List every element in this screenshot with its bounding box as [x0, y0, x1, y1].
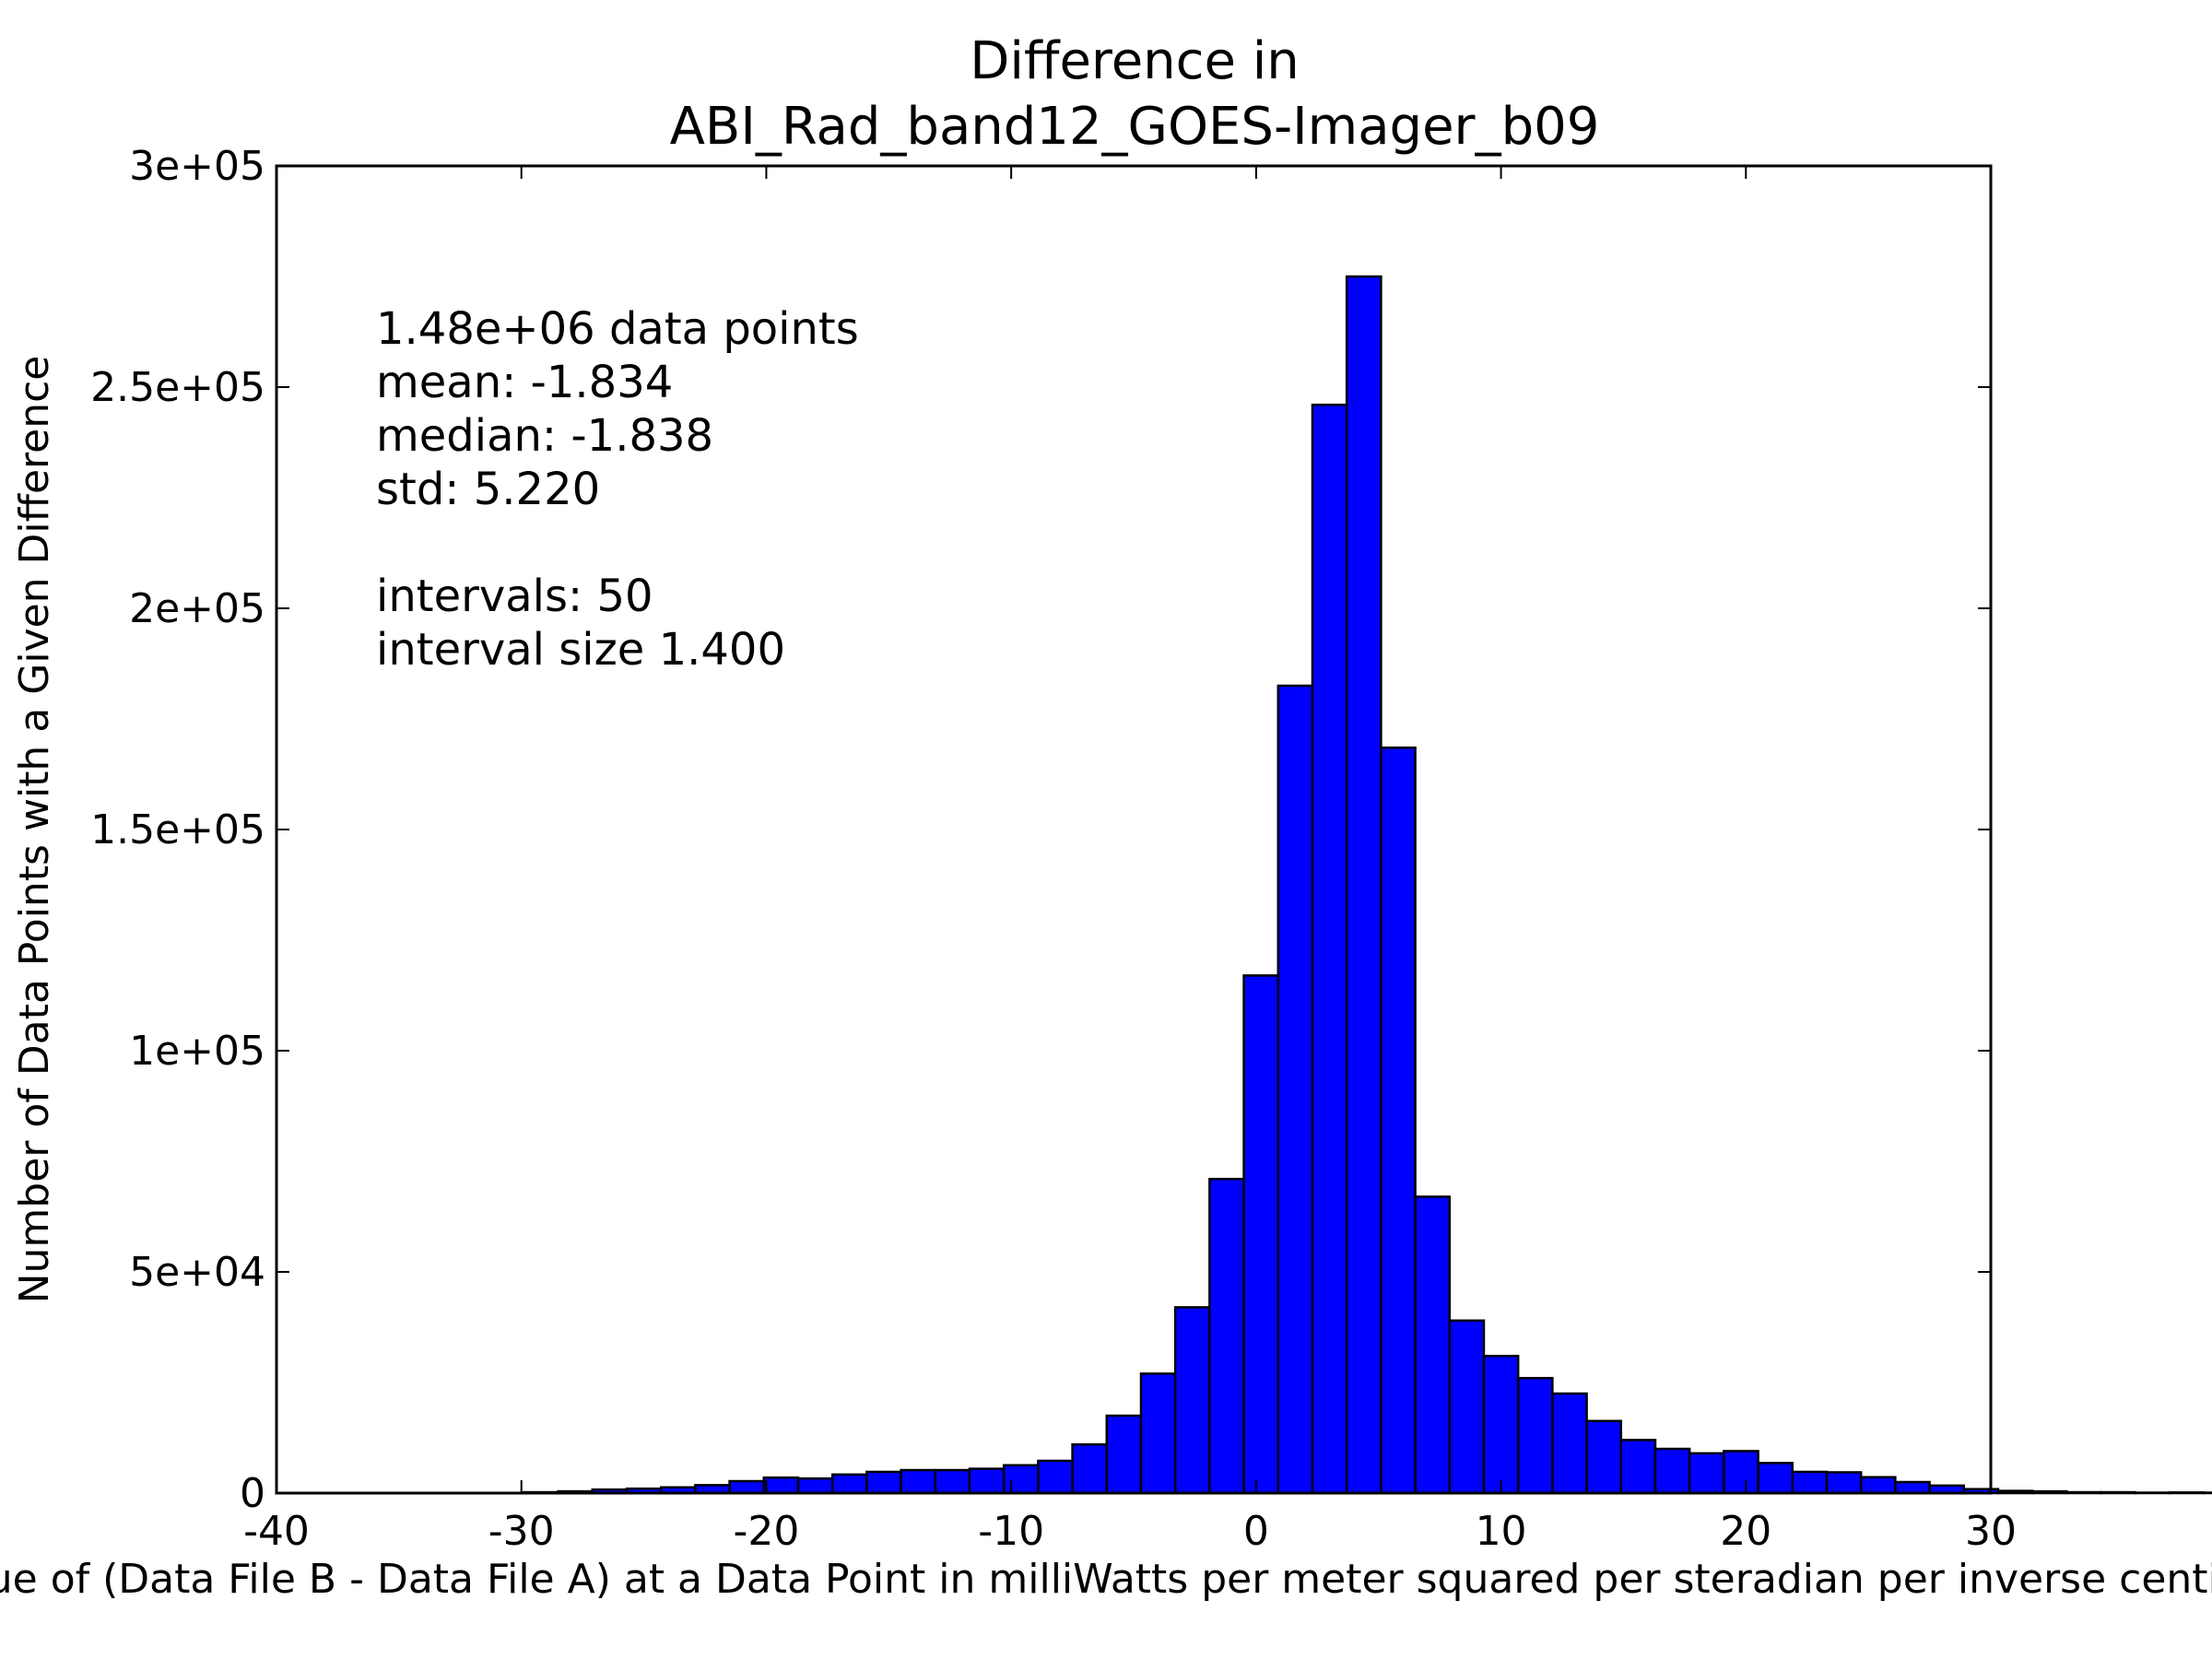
- histogram-bar: [1277, 684, 1314, 1495]
- x-tick-label: -30: [488, 1508, 555, 1555]
- histogram-bar: [1996, 1489, 2034, 1495]
- histogram-bar: [2100, 1490, 2137, 1495]
- stats-line: std: 5.220: [376, 464, 600, 515]
- axis-ticks: -40 -30 -20 -10 0 10 20 30 0 5e+04 1e+05 1.5e+05 2e+…: [90, 143, 2017, 1555]
- stats-line: intervals: 50: [376, 571, 653, 622]
- y-tick-label: 2.5e+05: [90, 364, 265, 411]
- histogram-bar: [1345, 275, 1382, 1495]
- histogram-bar: [2030, 1489, 2068, 1495]
- histogram-bar: [796, 1477, 834, 1495]
- histogram-bar: [1619, 1439, 1657, 1495]
- histogram-bar: [1208, 1177, 1245, 1495]
- x-tick-label: 30: [1965, 1508, 2017, 1555]
- histogram-bar: [968, 1467, 1006, 1495]
- histogram-bar: [1311, 403, 1348, 1495]
- stats-line: interval size 1.400: [376, 624, 785, 676]
- y-tick-label: 1.5e+05: [90, 806, 265, 853]
- y-tick-label: 2e+05: [129, 585, 265, 632]
- histogram-bar: [1071, 1442, 1109, 1495]
- histogram-bar: [2065, 1490, 2102, 1495]
- x-tick-label: -10: [978, 1508, 1044, 1555]
- histogram-bar: [830, 1473, 868, 1495]
- histogram-bar: [1688, 1452, 1725, 1495]
- histogram-bar: [1002, 1464, 1040, 1495]
- histogram-bar: [728, 1479, 766, 1495]
- x-axis-label: Value of (Data File B - Data File A) at …: [0, 1556, 2212, 1603]
- chart-title-line-1: Difference in: [970, 31, 1300, 91]
- histogram-bar: [1482, 1354, 1520, 1495]
- x-tick-label: -20: [733, 1508, 799, 1555]
- histogram-bar: [900, 1468, 937, 1495]
- histogram-bar: [865, 1470, 902, 1495]
- histogram-bar: [1757, 1462, 1794, 1495]
- histogram-bar: [1516, 1376, 1554, 1495]
- histogram-bar: [762, 1476, 800, 1495]
- histogram-bar: [1139, 1372, 1177, 1495]
- chart-title-line-2: ABI_Rad_band12_GOES-Imager_b09: [670, 97, 1600, 157]
- histogram-bar: [1380, 746, 1417, 1495]
- histogram-bar: [1653, 1447, 1691, 1495]
- histogram-bar: [1448, 1319, 1486, 1495]
- histogram-bar: [1551, 1392, 1588, 1495]
- y-tick-label: 1e+05: [129, 1028, 265, 1075]
- histogram-bar: [1894, 1480, 1931, 1495]
- x-tick-label: -40: [243, 1508, 310, 1555]
- histogram-bar: [1859, 1476, 1897, 1495]
- histogram-bar: [1105, 1414, 1143, 1495]
- histogram-bar: [1825, 1471, 1863, 1495]
- histogram-bar: [1723, 1450, 1759, 1495]
- y-tick-label: 3e+05: [129, 143, 265, 190]
- stats-line: mean: -1.834: [376, 357, 673, 408]
- histogram-bar: [1173, 1306, 1211, 1495]
- x-tick-label: 0: [1243, 1508, 1269, 1555]
- stats-line: 1.48e+06 data points: [376, 303, 859, 355]
- histogram-bar: [1242, 974, 1280, 1495]
- histogram-bar: [1414, 1195, 1452, 1495]
- y-tick-label: 5e+04: [129, 1249, 265, 1296]
- histogram-bar: [2168, 1491, 2206, 1495]
- x-tick-label: 20: [1720, 1508, 1771, 1555]
- histogram-bar: [1037, 1459, 1074, 1495]
- stats-line: median: -1.838: [376, 410, 713, 462]
- x-tick-label: 10: [1476, 1508, 1527, 1555]
- histogram-bar: [1585, 1419, 1623, 1495]
- histogram-bar: [934, 1468, 971, 1495]
- y-axis-label: Number of Data Points with a Given Diffe…: [11, 356, 58, 1304]
- histogram-bars: [523, 275, 2212, 1495]
- y-tick-label: 0: [240, 1470, 265, 1517]
- histogram-bar: [1791, 1470, 1829, 1495]
